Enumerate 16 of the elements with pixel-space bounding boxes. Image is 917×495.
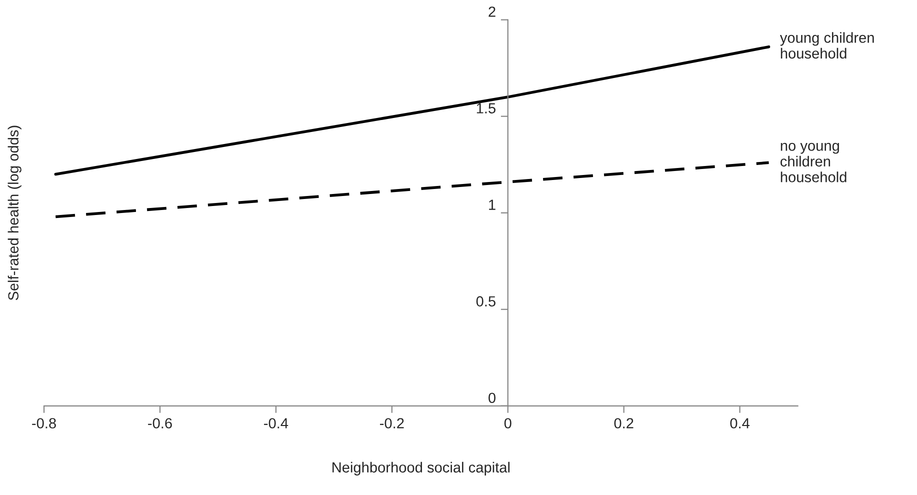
x-tick-label: 0.2 (614, 418, 634, 428)
x-tick-label: -0.8 (32, 418, 56, 428)
x-tick-label: 0 (504, 418, 512, 428)
y-tick-label: 1.5 (476, 103, 496, 114)
y-tick-label: 1 (489, 200, 496, 210)
y-axis-title: Self-rated health (log odds) (8, 126, 22, 300)
y-tick-label: 0 (488, 392, 496, 404)
x-tick-label: -0.4 (264, 418, 288, 428)
series-label: no young children household (780, 142, 846, 182)
y-tick-label: 0.5 (476, 296, 496, 306)
x-tick-label: 0.4 (730, 418, 750, 428)
series-label: young children household (780, 32, 874, 59)
x-tick-label: -0.6 (148, 418, 172, 428)
x-axis-title: Neighborhood social capital (332, 462, 510, 476)
y-tick-label: 2 (488, 6, 496, 17)
x-tick-label: -0.2 (380, 418, 404, 428)
